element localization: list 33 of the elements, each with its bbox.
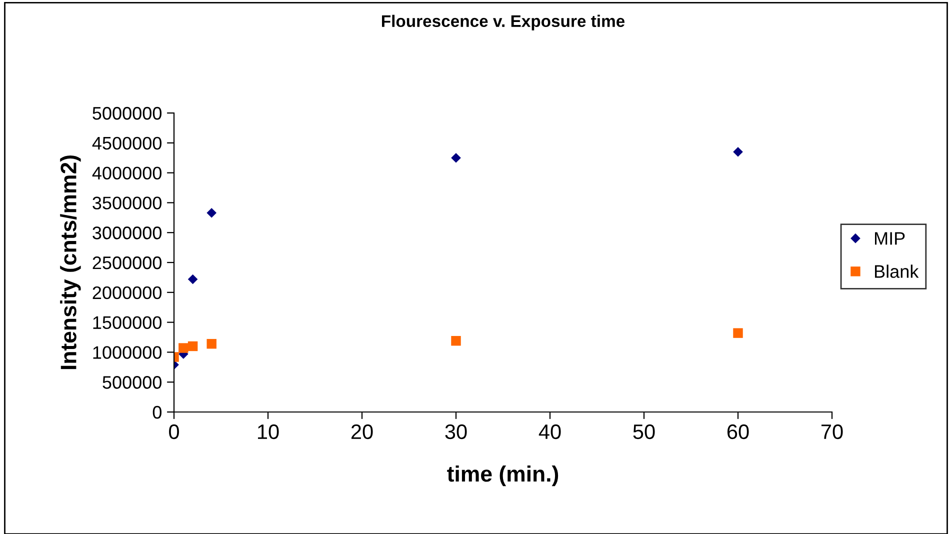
- y-tick-label: 2500000: [92, 256, 162, 270]
- point: [188, 274, 198, 284]
- x-tick-label: 20: [351, 424, 373, 440]
- x-axis-title: time (min.): [447, 465, 558, 486]
- x-tick-label: 40: [538, 424, 561, 440]
- x-tick-label: 30: [445, 424, 467, 440]
- point: [178, 343, 188, 353]
- point: [451, 336, 461, 346]
- x-tick-label: 0: [169, 424, 179, 440]
- y-tick-label: 4000000: [92, 166, 162, 180]
- x-tick-label: 10: [258, 424, 279, 440]
- y-tick-label: 3500000: [92, 196, 162, 210]
- point: [733, 328, 743, 338]
- point: [451, 152, 461, 163]
- y-tick-label: 500000: [102, 376, 162, 389]
- point: [188, 341, 198, 352]
- legend-label: Blank: [875, 264, 919, 278]
- y-tick-label: 5000000: [92, 106, 162, 120]
- x-tick-label: 70: [821, 424, 843, 440]
- y-tick-label: 1500000: [93, 316, 162, 330]
- y-tick-label: 3000000: [92, 226, 162, 240]
- point: [206, 208, 217, 218]
- point: [733, 146, 743, 157]
- y-tick-label: 4500000: [92, 136, 162, 150]
- x-tick-label: 60: [727, 424, 749, 440]
- y-tick-label: 2000000: [92, 286, 162, 300]
- y-axis-title: Intensity (cnts/mm2): [60, 156, 81, 370]
- chart-title: Flourescence v. Exposure time: [382, 14, 625, 30]
- x-tick-label: 50: [633, 424, 655, 440]
- point: [206, 338, 216, 349]
- y-tick-label: 0: [152, 406, 162, 419]
- legend-label: MIP: [875, 232, 905, 245]
- y-tick-label: 1000000: [93, 346, 162, 359]
